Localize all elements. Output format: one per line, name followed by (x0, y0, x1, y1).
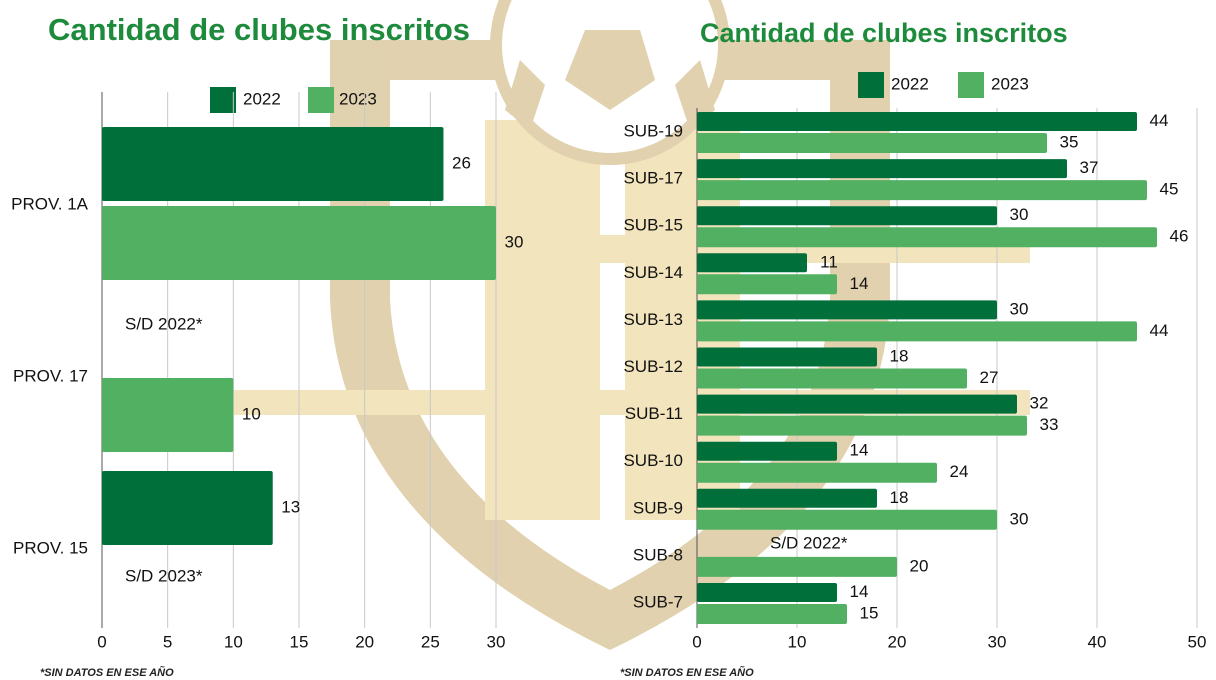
bar (102, 471, 273, 545)
bar (697, 488, 877, 508)
x-tick-label: 10 (788, 632, 807, 651)
value-label: 10 (242, 404, 261, 423)
value-label: 18 (890, 346, 909, 365)
footnote: *SIN DATOS EN ESE AÑO (620, 666, 754, 679)
value-label: 18 (890, 488, 909, 507)
bar (697, 441, 837, 461)
value-label: 32 (1030, 394, 1049, 413)
bar (102, 127, 444, 201)
x-tick-label: 30 (487, 632, 506, 651)
bar (697, 556, 897, 577)
value-label: 30 (1010, 509, 1029, 528)
y-tick-label: SUB-19 (623, 121, 683, 140)
bar (697, 206, 997, 226)
value-label: 24 (950, 462, 969, 481)
value-label: 27 (980, 368, 999, 387)
value-label: 45 (1160, 180, 1179, 199)
y-tick-label: PROV. 17 (13, 366, 88, 385)
bar (697, 583, 837, 602)
value-label: 13 (281, 497, 300, 516)
value-label: 15 (860, 603, 879, 622)
legend-swatch (308, 87, 334, 113)
y-tick-label: PROV. 1A (11, 194, 89, 213)
y-tick-label: PROV. 15 (13, 538, 88, 557)
bar (697, 253, 807, 273)
x-tick-label: 0 (97, 632, 106, 651)
value-label: 37 (1080, 158, 1099, 177)
bar (697, 604, 847, 624)
bar (697, 274, 837, 295)
x-tick-label: 5 (163, 632, 172, 651)
bar (697, 159, 1067, 179)
value-label: 20 (910, 556, 929, 575)
y-tick-label: SUB-10 (623, 451, 683, 470)
annotation: S/D 2022* (770, 533, 848, 552)
x-tick-label: 25 (421, 632, 440, 651)
bar (697, 133, 1047, 153)
bar (697, 509, 997, 530)
value-label: 11 (820, 252, 838, 271)
bar (697, 227, 1157, 248)
y-tick-label: SUB-11 (625, 404, 683, 423)
x-tick-label: 15 (290, 632, 309, 651)
value-label: 30 (505, 232, 524, 251)
chart-title: Cantidad de clubes inscritos (48, 12, 470, 47)
y-tick-label: SUB-15 (623, 216, 683, 235)
legend-label: 2023 (991, 74, 1029, 93)
bar (697, 368, 967, 389)
y-tick-label: SUB-9 (633, 498, 683, 517)
x-tick-label: 20 (888, 632, 907, 651)
x-tick-label: 0 (692, 632, 701, 651)
value-label: 26 (452, 153, 471, 172)
bar (697, 300, 997, 320)
bar (697, 347, 877, 367)
value-label: 44 (1150, 321, 1169, 340)
legend-label: 2022 (243, 89, 281, 108)
legend-swatch (210, 87, 236, 113)
legend-swatch (858, 72, 884, 98)
x-tick-label: 10 (224, 632, 243, 651)
value-label: 35 (1060, 132, 1079, 151)
value-label: 14 (850, 274, 869, 293)
annotation: S/D 2023* (125, 566, 203, 585)
value-label: 14 (850, 582, 869, 601)
y-tick-label: SUB-14 (623, 263, 683, 282)
annotation: S/D 2022* (125, 314, 203, 333)
x-tick-label: 50 (1188, 632, 1207, 651)
legend-label: 2023 (339, 89, 377, 108)
bar (102, 206, 496, 280)
bar (697, 415, 1027, 436)
bar (102, 378, 234, 452)
value-label: 44 (1150, 111, 1169, 130)
bar (697, 394, 1017, 414)
legend-swatch (958, 72, 984, 98)
y-tick-label: SUB-7 (633, 592, 683, 611)
value-label: 14 (850, 441, 869, 460)
value-label: 30 (1010, 205, 1029, 224)
value-label: 30 (1010, 299, 1029, 318)
chart-title: Cantidad de clubes inscritos (700, 18, 1068, 48)
footnote: *SIN DATOS EN ESE AÑO (40, 666, 174, 679)
value-label: 33 (1040, 415, 1059, 434)
bar (697, 462, 937, 483)
bar (697, 321, 1137, 342)
y-tick-label: SUB-13 (623, 310, 683, 329)
x-tick-label: 30 (988, 632, 1007, 651)
value-label: 46 (1170, 227, 1189, 246)
y-tick-label: SUB-17 (623, 169, 683, 188)
x-tick-label: 20 (355, 632, 374, 651)
y-tick-label: SUB-12 (623, 357, 683, 376)
y-tick-label: SUB-8 (633, 545, 683, 564)
x-tick-label: 40 (1088, 632, 1107, 651)
bar (697, 112, 1137, 131)
bar (697, 180, 1147, 201)
legend-label: 2022 (891, 74, 929, 93)
